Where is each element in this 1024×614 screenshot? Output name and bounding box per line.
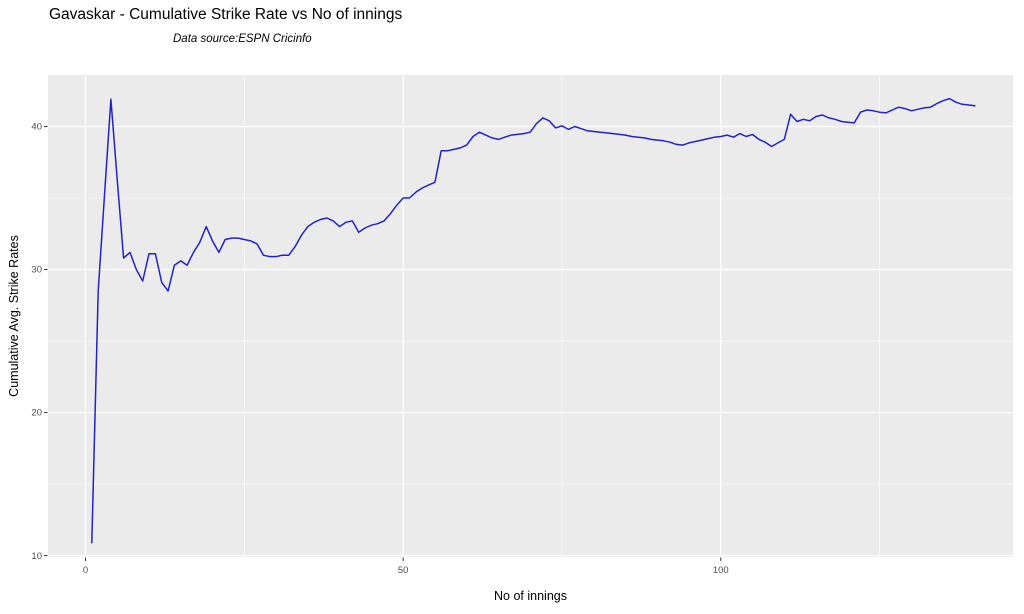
y-tick-label: 10 <box>31 551 42 562</box>
strike-rate-line <box>91 97 976 544</box>
y-tick-label: 40 <box>31 122 42 133</box>
x-tick-label: 50 <box>398 565 409 576</box>
x-axis-title: No of innings <box>494 589 567 603</box>
y-tick-label: 30 <box>31 265 42 276</box>
y-axis-title: Cumulative Avg. Strike Rates <box>7 235 21 397</box>
y-tick-label: 20 <box>31 408 42 419</box>
x-tick-label: 100 <box>713 565 729 576</box>
plot-panel <box>48 75 1013 557</box>
chart-title: Gavaskar - Cumulative Strike Rate vs No … <box>49 6 403 23</box>
x-tick-label: 0 <box>83 565 88 576</box>
chart-subtitle: Data source:ESPN Cricinfo <box>173 33 312 45</box>
